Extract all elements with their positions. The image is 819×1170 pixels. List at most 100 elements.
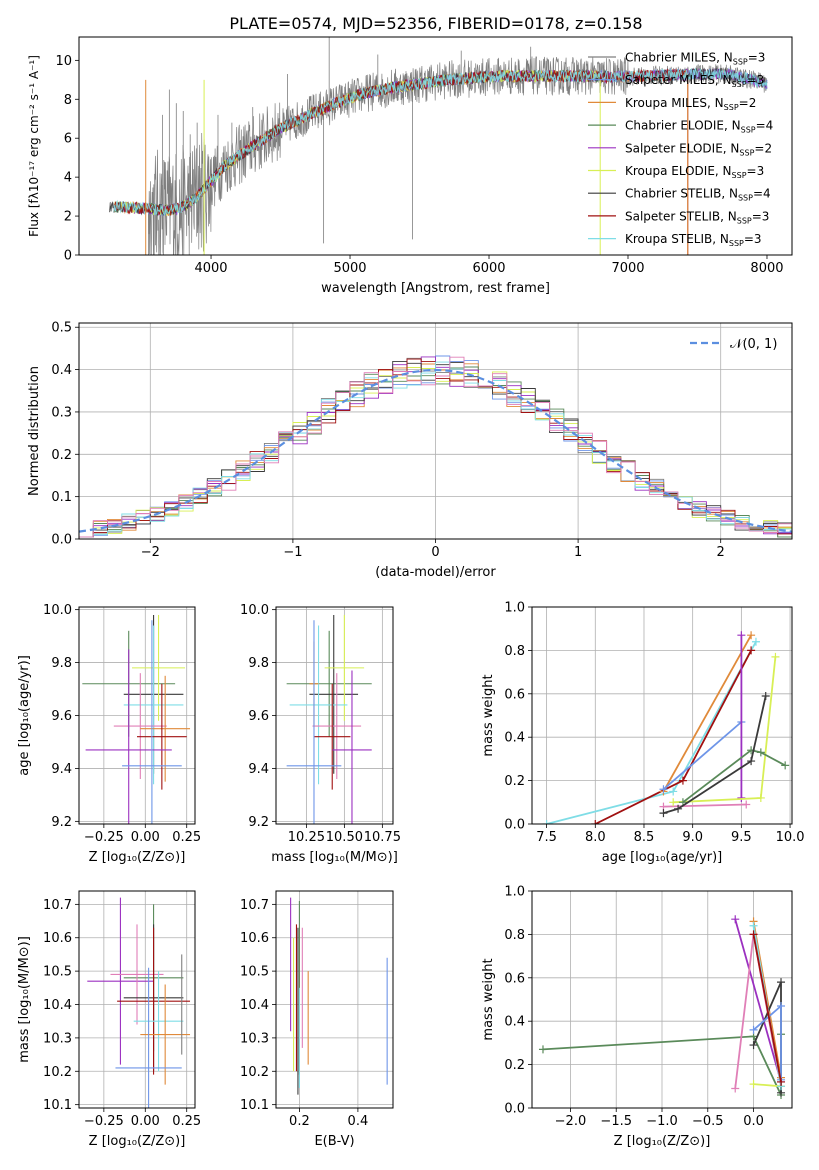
- x-tick-label: 10.75: [364, 830, 401, 845]
- y-tick-label: 4: [64, 171, 72, 186]
- errorbar-point-7: [332, 670, 372, 824]
- legend-label: Chabrier MILES, N: [625, 51, 733, 65]
- weight-marker: [749, 1025, 758, 1034]
- legend-eq: =3: [752, 209, 770, 223]
- weight-marker: [747, 631, 756, 640]
- y-tick-label: 0.2: [504, 774, 525, 789]
- figure-title: PLATE=0574, MJD=52356, FIBERID=0178, z=0…: [229, 14, 642, 33]
- errorbar-point-8: [122, 620, 182, 824]
- weight-marker: [771, 652, 780, 661]
- weight-marker: [669, 787, 678, 796]
- legend-eq: =2: [754, 141, 772, 155]
- y-tick-label: 6: [64, 132, 72, 147]
- legend-label: Chabrier STELIB, N: [625, 187, 738, 201]
- x-tick-label: 10.50: [326, 830, 363, 845]
- x-axis-label: Z [log₁₀(Z/Z⊙)]: [89, 1134, 186, 1149]
- y-tick-label: 10.4: [240, 998, 269, 1013]
- x-tick-label: 8.0: [585, 830, 606, 845]
- plot-area-massweight_vs_Z: [538, 915, 786, 1099]
- weight-marker: [761, 691, 770, 700]
- plot-area-mass_vs_Z: [87, 897, 191, 1108]
- plot-area-mass_vs_EBV: [290, 897, 388, 1095]
- weight-marker: [659, 809, 668, 818]
- legend: 𝒩(0, 1): [690, 337, 777, 352]
- y-tick-label: 10.4: [43, 998, 72, 1013]
- errorbar-point-5: [140, 675, 191, 782]
- errorbar-point-4: [117, 927, 191, 1075]
- x-tick-label: −1.5: [600, 1114, 632, 1129]
- x-tick-label: −2.0: [555, 1114, 587, 1129]
- y-axis-label: mass [log₁₀(M/M⊙)]: [17, 936, 32, 1063]
- weight-marker: [731, 1084, 740, 1093]
- y-tick-label: 9.2: [248, 815, 269, 830]
- y-tick-label: 0.4: [51, 363, 72, 378]
- x-tick-label: 0.00: [131, 1114, 160, 1129]
- weight-marker: [538, 1045, 547, 1054]
- y-tick-label: 1.0: [504, 885, 525, 900]
- x-tick-label: 0: [431, 545, 439, 560]
- y-tick-label: 0.6: [504, 687, 525, 702]
- y-tick-label: 0.1: [51, 490, 72, 505]
- weight-marker: [777, 1002, 786, 1011]
- y-tick-label: 0.2: [504, 1058, 525, 1073]
- weight-marker: [542, 820, 551, 824]
- weight-line-1: [734, 918, 782, 1083]
- x-tick-label: 7000: [611, 261, 644, 276]
- y-tick-label: 10.6: [43, 931, 72, 946]
- panel-age_vs_mass: 10.25 10.50 10.75 9.2 9.4 9.6 9.8 10.0 mass [log…: [240, 603, 401, 865]
- errorbar-point-7: [85, 649, 172, 824]
- model-line-5: [113, 69, 601, 217]
- errorbar-point-3: [123, 625, 184, 785]
- legend-entry-1: Salpeter MILES, NSSP=3: [625, 73, 764, 89]
- errorbar-point-7: [115, 967, 182, 1108]
- y-tick-label: 10.1: [240, 1098, 269, 1113]
- legend-entry-0: Chabrier MILES, NSSP=3: [625, 51, 765, 67]
- legend-subscript: SSP: [724, 103, 739, 112]
- weight-marker: [756, 793, 765, 802]
- y-tick-label: 10.0: [240, 603, 269, 618]
- weight-marker: [659, 785, 668, 794]
- x-tick-label: −2: [141, 545, 160, 560]
- weight-marker: [749, 1041, 758, 1050]
- errorbar-point-6: [137, 683, 187, 790]
- x-tick-label: 8.5: [634, 830, 655, 845]
- y-tick-label: 9.4: [248, 762, 269, 777]
- weight-line-8: [752, 934, 782, 1083]
- errorbar-point-5: [133, 971, 184, 1072]
- y-tick-label: 9.4: [51, 762, 72, 777]
- weight-marker: [781, 761, 790, 770]
- weight-marker: [751, 637, 760, 646]
- y-tick-label: 9.8: [248, 656, 269, 671]
- y-tick-label: 9.2: [51, 815, 72, 830]
- legend-label: Salpeter STELIB, N: [625, 209, 737, 223]
- gaussian-curve: [79, 368, 792, 533]
- plot-area-age_vs_mass: [286, 614, 372, 824]
- weight-marker: [591, 820, 600, 824]
- errorbar-point-4: [312, 673, 362, 780]
- y-tick-label: 0.8: [504, 928, 525, 943]
- legend-eq: =3: [744, 232, 762, 246]
- x-tick-label: 0.2: [289, 1114, 310, 1129]
- panel-massweight_vs_Z: −2.0 −1.5 −1.0 −0.5 0.0 0.0 0.2 0.4 0.6 0.8 1.0 Z […: [481, 885, 793, 1149]
- x-tick-label: 9.5: [731, 830, 752, 845]
- errorbar-point-3: [289, 625, 348, 785]
- legend-subscript: SSP: [739, 148, 754, 157]
- errorbar-point-6: [313, 683, 351, 790]
- panel-mass_vs_EBV: 0.2 0.4 10.1 10.2 10.3 10.4 10.5 10.6 10.7 E(B-V): [240, 890, 394, 1149]
- legend-label: Kroupa MILES, N: [625, 96, 724, 110]
- y-tick-label: 0.0: [51, 533, 72, 548]
- x-axis-label: (data-model)/error: [375, 565, 496, 580]
- axes-frame: [78, 36, 793, 256]
- legend-label: Chabrier ELODIE, N: [625, 119, 741, 133]
- y-tick-label: 10.5: [240, 965, 269, 980]
- x-axis-label: Z [log₁₀(Z/Z⊙)]: [614, 1134, 711, 1149]
- panel-mass_vs_Z: −0.25 0.00 0.25 10.1 10.2 10.3 10.4 10.5 10.6 10.…: [17, 890, 201, 1149]
- plot-area-age_vs_Z: [82, 614, 191, 824]
- panel-spectrum: 4000 5000 6000 7000 8000 0 2 4 6 8 10 wavelength [A…: [27, 36, 793, 296]
- y-tick-label: 0.4: [504, 1015, 525, 1030]
- legend-entry-8: Kroupa STELIB, NSSP=3: [625, 232, 762, 248]
- y-tick-label: 10.3: [240, 1031, 269, 1046]
- x-tick-label: −1: [283, 545, 302, 560]
- y-tick-label: 10.2: [43, 1065, 72, 1080]
